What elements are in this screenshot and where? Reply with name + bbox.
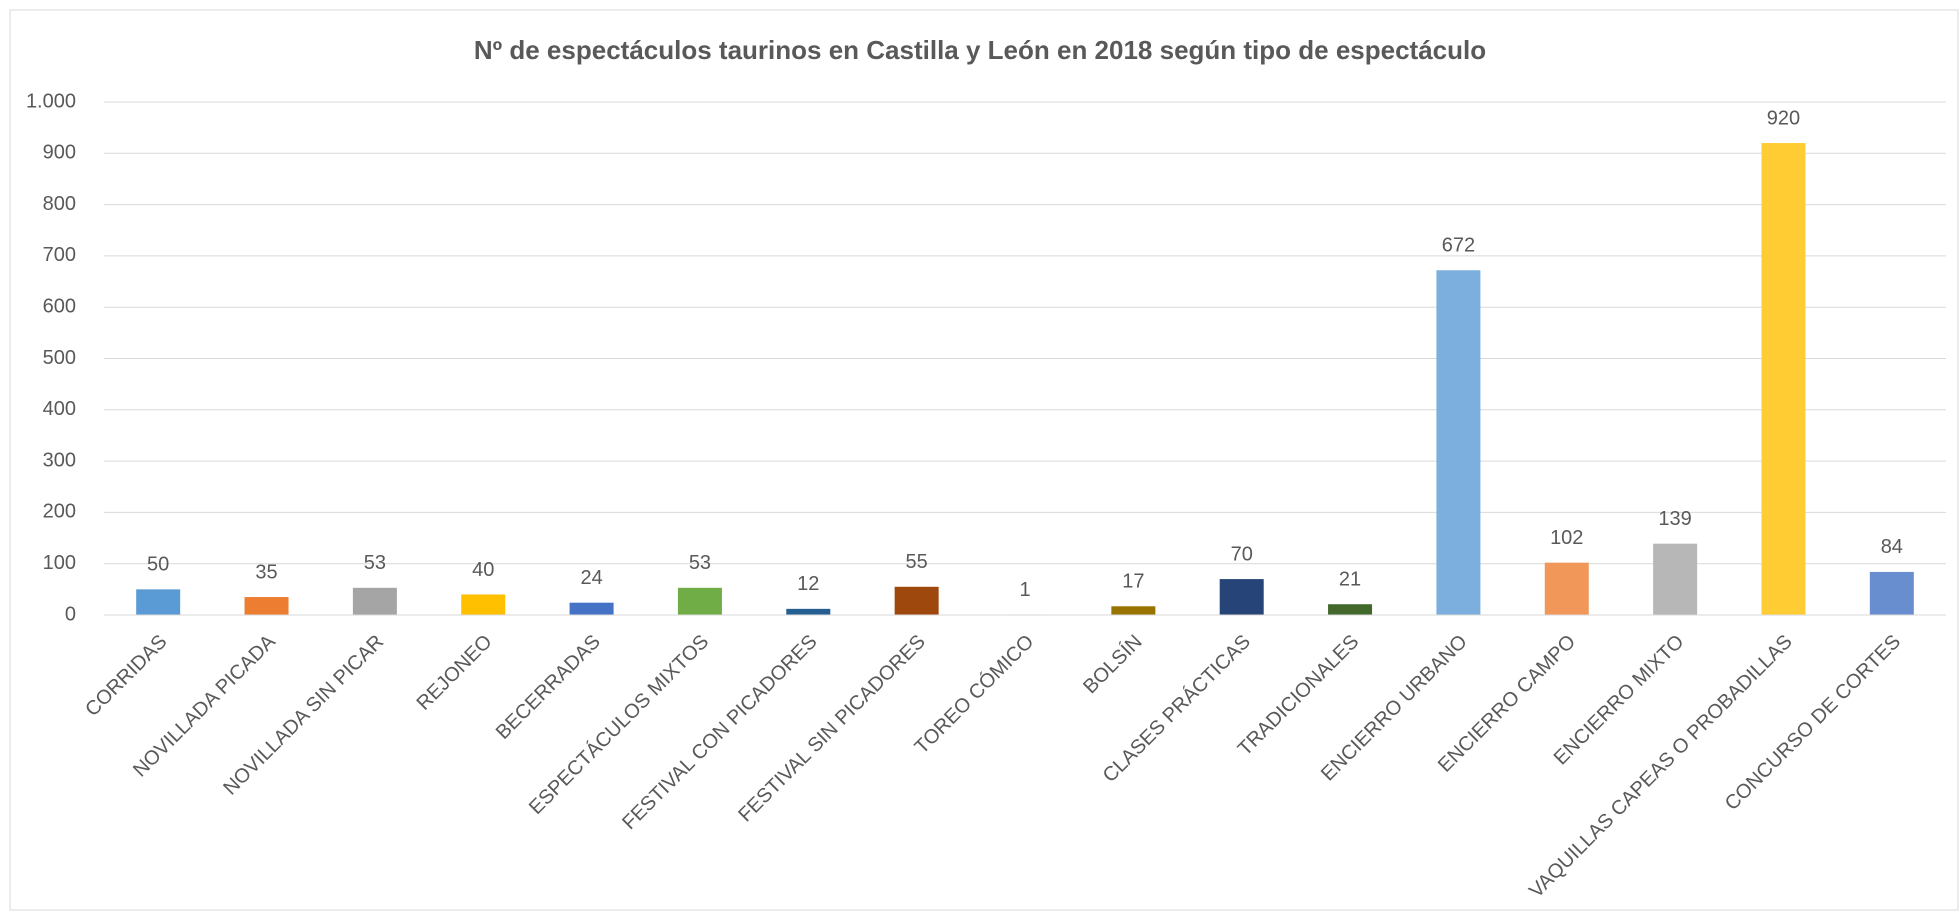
- bar: [786, 608, 831, 615]
- y-tick-label: 900: [43, 142, 76, 164]
- data-label: 139: [1658, 508, 1691, 530]
- bar: [1328, 604, 1373, 615]
- data-label: 50: [147, 554, 169, 576]
- y-tick-label: 400: [43, 398, 76, 420]
- y-tick-label: 600: [43, 295, 76, 317]
- bar: [569, 602, 614, 615]
- data-label: 53: [364, 552, 386, 574]
- data-label: 84: [1881, 536, 1903, 558]
- chart-frame: [9, 9, 1959, 911]
- y-tick-label: 100: [43, 552, 76, 574]
- chart-title: Nº de espectáculos taurinos en Castilla …: [474, 35, 1486, 65]
- bar: [244, 597, 289, 615]
- bar: [1219, 579, 1264, 615]
- bar: [1869, 571, 1914, 615]
- y-tick-label: 0: [65, 603, 76, 625]
- data-label: 12: [797, 573, 819, 595]
- y-tick-label: 800: [43, 193, 76, 215]
- bar: [677, 587, 722, 615]
- bar: [1653, 543, 1698, 615]
- bar: [136, 589, 181, 615]
- bar: [1436, 270, 1481, 615]
- bar: [894, 586, 939, 615]
- data-label: 55: [906, 551, 928, 573]
- data-label: 53: [689, 552, 711, 574]
- data-label: 920: [1767, 107, 1800, 129]
- data-label: 70: [1231, 543, 1253, 565]
- y-tick-label: 1.000: [26, 90, 76, 112]
- data-label: 35: [255, 561, 277, 583]
- bar: [352, 587, 397, 615]
- y-tick-label: 200: [43, 501, 76, 523]
- bar: [1761, 143, 1806, 616]
- y-tick-label: 500: [43, 347, 76, 369]
- y-tick-label: 700: [43, 244, 76, 266]
- data-label: 24: [580, 567, 602, 589]
- bar: [461, 594, 506, 615]
- bar: [1544, 562, 1589, 615]
- data-label: 102: [1550, 527, 1583, 549]
- data-label: 17: [1122, 571, 1144, 593]
- data-label: 672: [1442, 235, 1475, 257]
- bar: [1111, 606, 1156, 615]
- data-label: 1: [1019, 579, 1030, 601]
- data-label: 21: [1339, 569, 1361, 591]
- data-label: 40: [472, 559, 494, 581]
- y-tick-label: 300: [43, 449, 76, 471]
